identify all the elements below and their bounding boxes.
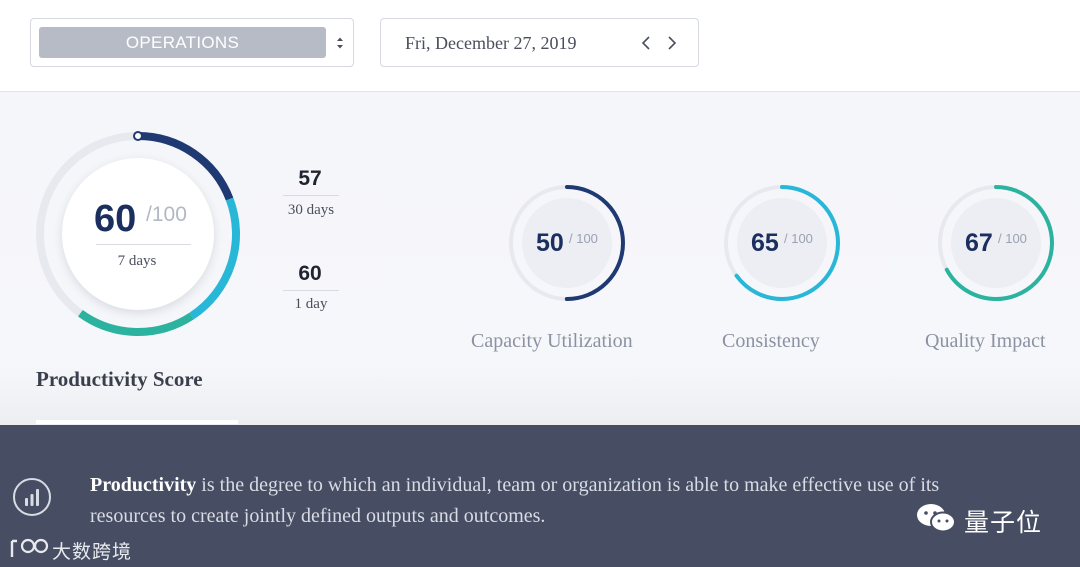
consistency-arc <box>724 185 840 301</box>
consistency-ring <box>724 185 840 301</box>
quality-impact-max: / 100 <box>998 231 1027 246</box>
definition-term: Productivity <box>90 474 197 496</box>
active-tab-indicator <box>36 420 238 424</box>
arc-start-dot <box>133 131 143 141</box>
top-bar: OPERATIONS Fri, December 27, 2019 <box>0 0 1080 92</box>
divider <box>283 195 339 196</box>
quality-impact-label[interactable]: Quality Impact <box>925 330 1046 352</box>
info-footer <box>0 425 1080 567</box>
quality-impact-value: 67 <box>965 229 993 257</box>
divider <box>96 244 191 245</box>
productivity-period: 7 days <box>117 253 157 269</box>
consistency-max: / 100 <box>784 231 813 246</box>
consistency-label[interactable]: Consistency <box>722 330 820 352</box>
chevron-right-icon[interactable] <box>663 34 679 52</box>
capacity-utilization-ring <box>509 185 625 301</box>
bar-chart-icon <box>13 478 51 516</box>
productivity-score-ring <box>36 131 240 336</box>
chevron-left-icon[interactable] <box>639 34 655 52</box>
sort-caret-icon <box>337 37 343 49</box>
consistency-value: 65 <box>751 229 779 257</box>
definition-text: is the degree to which an individual, te… <box>90 474 940 527</box>
score-1-day-label: 1 day <box>294 296 328 312</box>
quality-impact-ring <box>938 185 1054 301</box>
productivity-definition: Productivity is the degree to which an i… <box>90 470 950 532</box>
date-picker[interactable]: Fri, December 27, 2019 <box>380 18 699 67</box>
productivity-arc-segment <box>189 197 240 320</box>
divider <box>283 290 339 291</box>
wechat-icon <box>917 504 956 533</box>
department-select[interactable]: OPERATIONS <box>30 18 354 67</box>
date-value: Fri, December 27, 2019 <box>405 33 577 53</box>
watermark-left-text: 大数跨境 <box>52 542 133 563</box>
productivity-arc-segment <box>78 310 194 336</box>
capacity-utilization-label[interactable]: Capacity Utilization <box>471 330 633 352</box>
capacity-utilization-arc <box>509 185 625 301</box>
score-1-day-value: 60 <box>298 262 322 285</box>
capacity-utilization-max: / 100 <box>569 231 598 246</box>
productivity-score-title[interactable]: Productivity Score <box>36 367 203 391</box>
quality-impact-arc <box>938 185 1054 301</box>
productivity-arc-segment <box>137 132 234 201</box>
department-select-value[interactable]: OPERATIONS <box>39 27 326 58</box>
productivity-score-value: 60 <box>94 198 137 240</box>
score-30-days-value: 57 <box>298 167 322 190</box>
score-30-days-label: 30 days <box>287 202 335 218</box>
watermark-right-text: 量子位 <box>964 509 1043 537</box>
capacity-utilization-value: 50 <box>536 229 564 257</box>
brand-logo-icon <box>10 538 49 557</box>
productivity-score-max: /100 <box>146 203 187 226</box>
